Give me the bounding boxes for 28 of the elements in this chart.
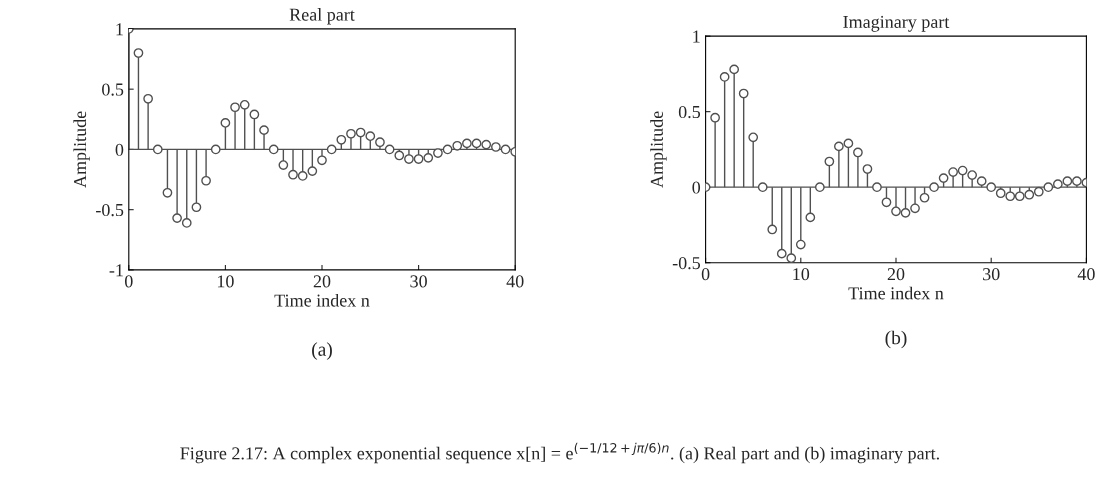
y-tick-label: -1 [109,264,123,277]
x-tick-label: 10 [793,268,810,281]
x-tick-label: 40 [1077,268,1095,281]
y-tick-label: -0.5 [672,256,701,270]
x-tick-label: 30 [410,275,427,288]
chart-title: Imaginary part [843,15,950,32]
x-tick-label: 20 [887,268,905,281]
x-tick-label: 30 [983,268,1000,281]
x-tick-label: 0 [124,275,133,288]
y-tick-label: 0.5 [102,83,124,96]
x-tick-label: 10 [217,275,234,288]
y-axis-title: Amplitude [73,111,90,188]
x-axis-title: Time index n [274,293,370,307]
chart-title: Real part [289,8,355,25]
caption: Figure 2.17: A complex exponential sequence x[n] = e$^{(−1/12+jπ/6)n}$. (a) Real part and (b) imaginary part. [180,442,939,464]
x-tick-label: 0 [701,268,710,281]
y-axis-title: Amplitude [650,111,667,188]
x-tick-label: 40 [506,275,524,288]
y-tick-label: -0.5 [96,203,124,217]
text: (b) [885,330,907,349]
text: (a) [312,342,332,360]
y-tick-label: 1 [116,23,123,36]
x-axis-title: Time index n [848,286,944,300]
x-tick-label: 20 [313,275,331,288]
y-tick-label: 0.5 [678,105,701,119]
y-tick-label: 1 [693,30,700,43]
y-tick-label: 0 [692,181,701,194]
y-tick-label: 0 [115,143,124,156]
